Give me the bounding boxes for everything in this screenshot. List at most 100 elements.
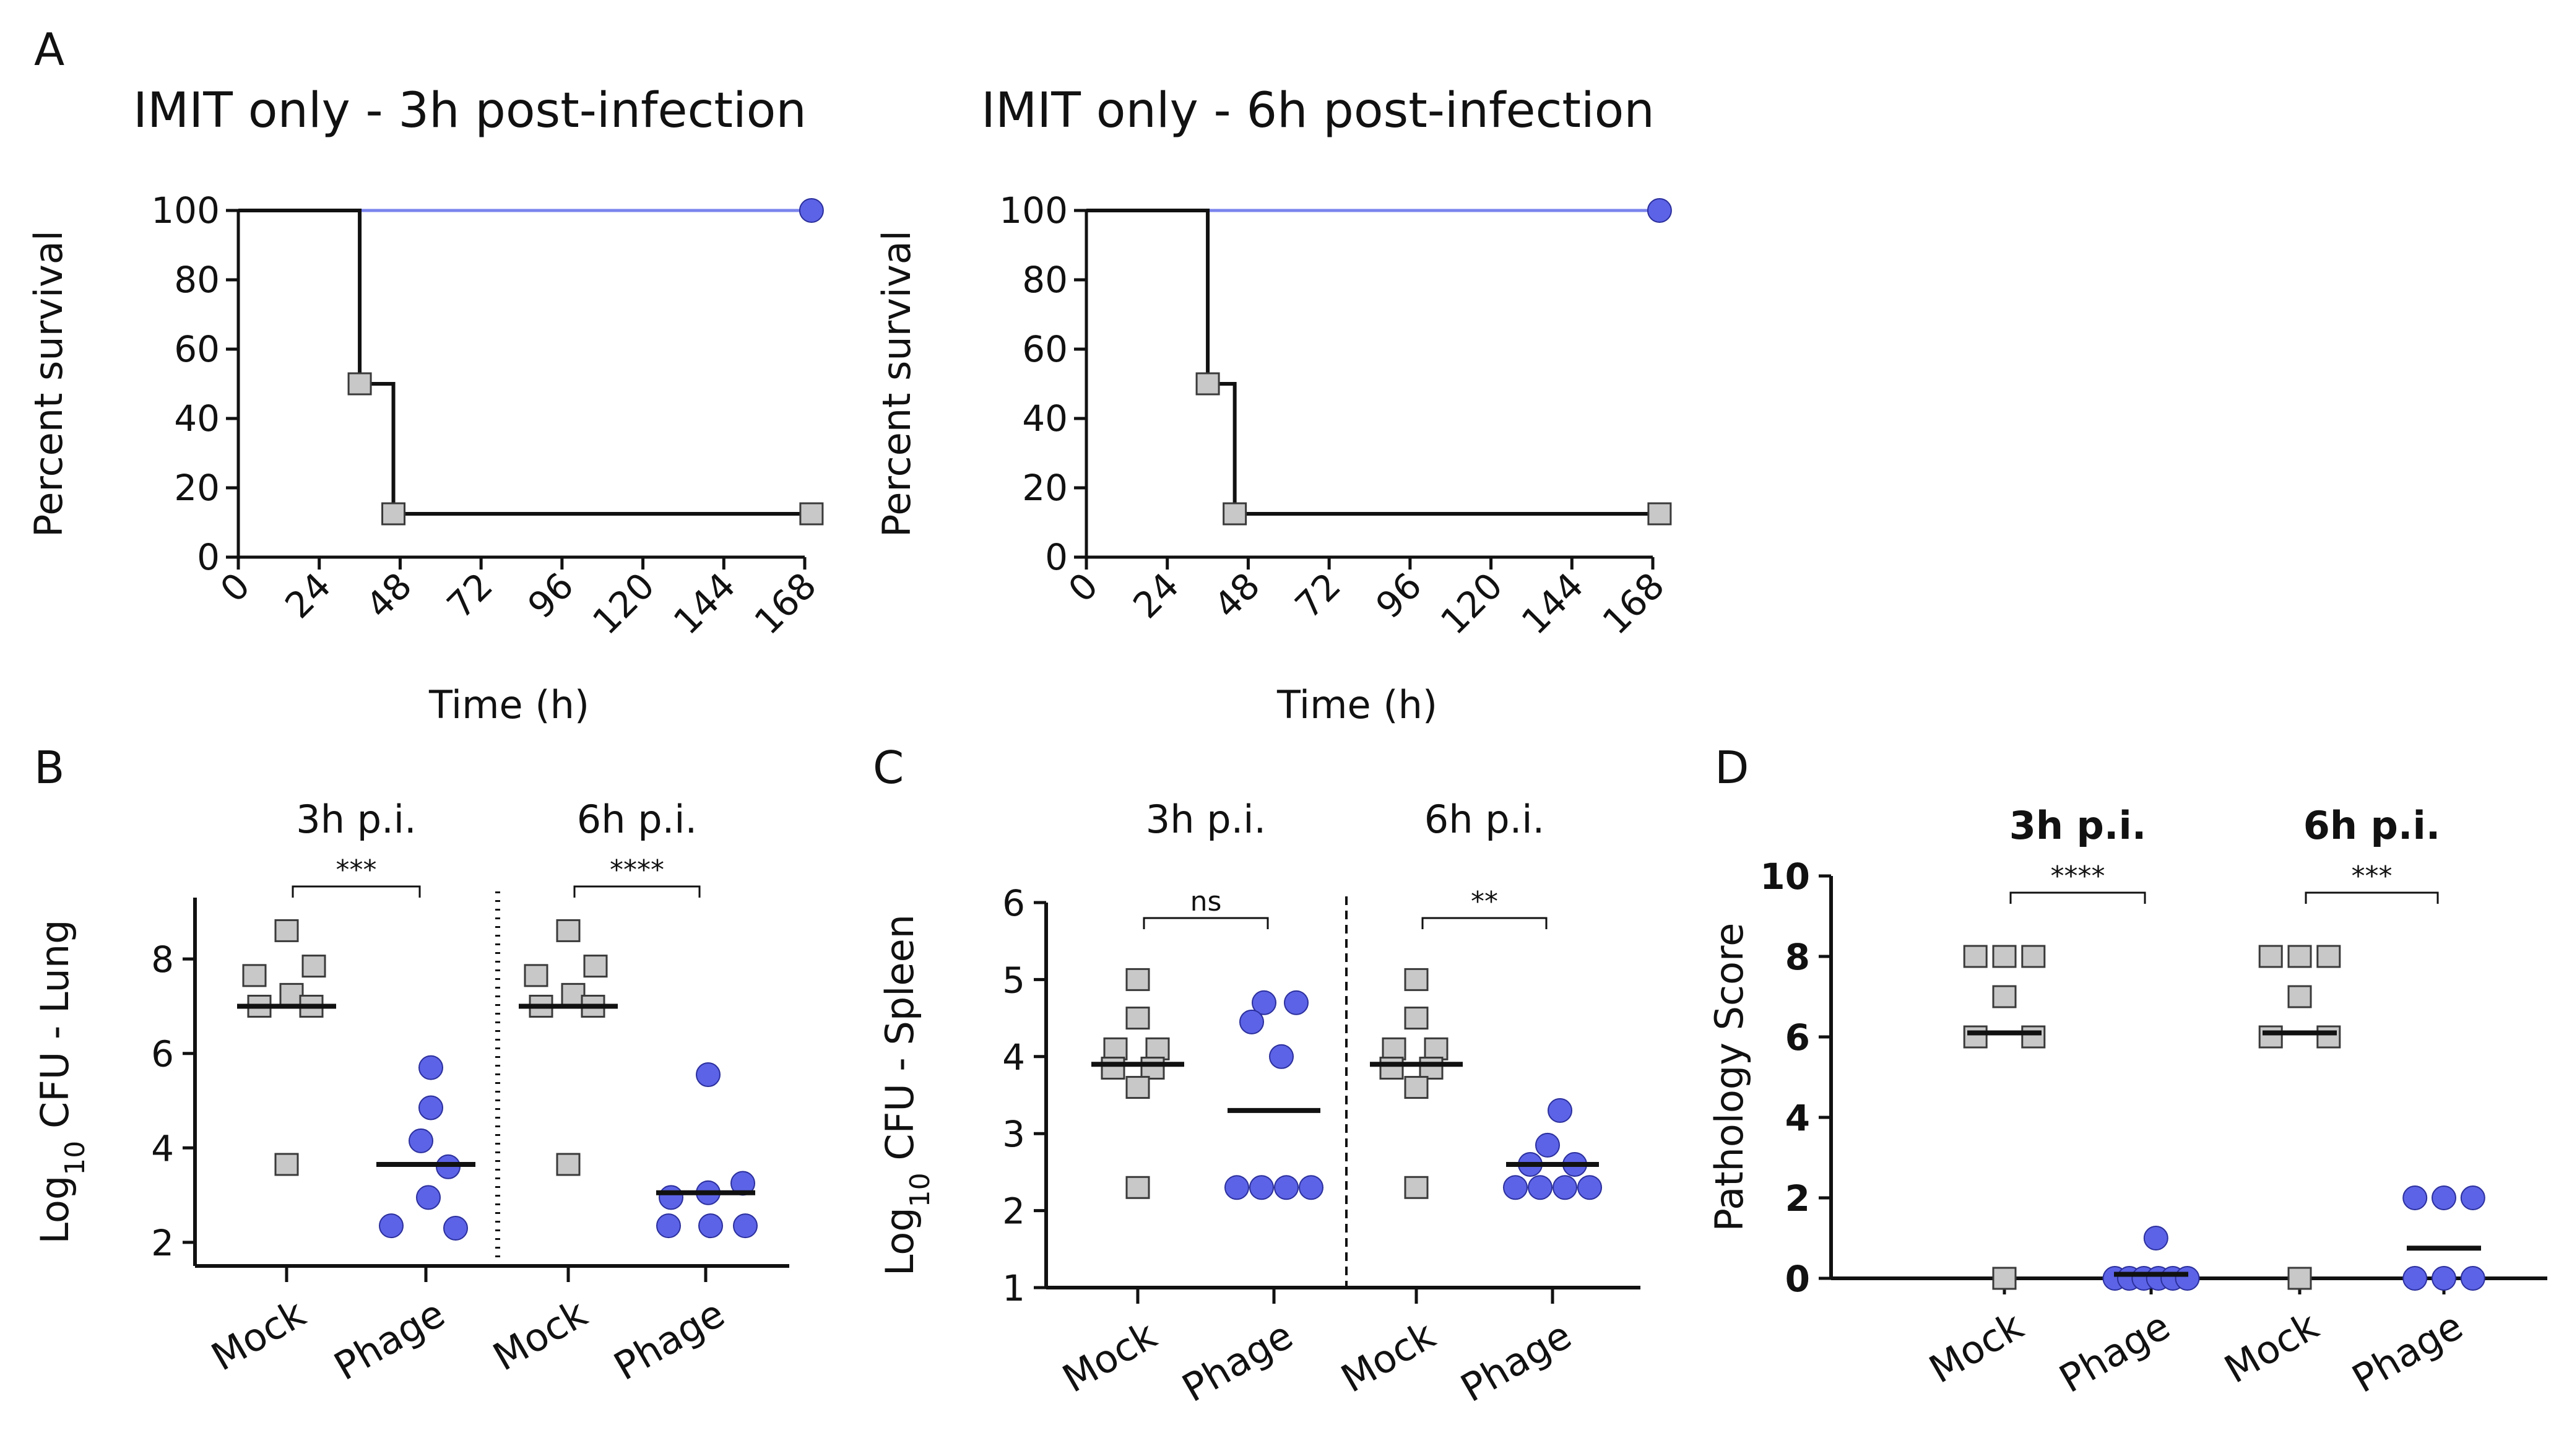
survival-line-mock [1086,209,1660,516]
censor-mark-phage [1647,198,1672,223]
y-axis-title: Log10 CFU - Lung [32,920,91,1244]
y-axis-title: Percent survival [874,230,919,537]
data-point-phage-6h [2432,1185,2456,1210]
group-label: 6h p.i. [1424,797,1544,842]
data-point-phage-6h [659,1185,683,1210]
data-point-mock-3h [1125,968,1150,991]
significance-bracket [2009,891,2146,904]
y-tick-label: 80 [174,259,220,301]
chart-c-spleen-cfu: 1 2 3 4 5 6 Log10 CFU - Spleen 3h p.i. 6h p.i. ns… [877,797,1640,1411]
data-point-phage-3h [416,1185,441,1210]
data-point-phage-6h [2432,1266,2456,1291]
data-point-mock-6h [1404,1007,1429,1030]
y-axis-title: Percent survival [26,230,71,537]
y-tick-label: 2 [151,1222,174,1264]
y-tick-label: 6 [151,1033,174,1075]
data-point-mock-3h [1992,1267,2017,1290]
panel-letter-a: A [34,24,64,76]
data-point-mock-6h [556,919,581,942]
data-point-mock-6h [556,1153,581,1176]
data-point-phage-3h [2175,1266,2200,1291]
data-point-mock-3h [1963,1025,1988,1049]
data-point-phage-6h [1503,1175,1528,1200]
data-point-phage-6h [1528,1175,1553,1200]
y-tick-label: 1 [1002,1267,1025,1309]
y-tick-label: 6 [1002,882,1025,924]
y-axis-title: Log10 CFU - Spleen [877,914,936,1276]
y-tick-label: 8 [151,938,174,981]
y-tick-label: 8 [1785,936,1810,978]
data-point-phage-6h [2402,1185,2428,1210]
data-point-mock-3h [2021,1025,2046,1049]
significance-label: *** [2352,860,2393,892]
data-point-mock-3h [274,1153,299,1176]
y-tick-label: 0 [1785,1258,1810,1300]
y-tick-label: 60 [1022,328,1068,370]
data-point-mock-6h [2316,1025,2341,1049]
significance-label: **** [2051,860,2105,892]
y-tick-label: 80 [1022,259,1068,301]
y-tick-label: 20 [174,467,220,509]
data-point-mock-3h [1125,1076,1150,1099]
significance-label: *** [336,854,377,886]
data-point-phage-6h [696,1062,721,1088]
data-point-phage-3h [1252,990,1276,1015]
data-point-phage-6h [1577,1175,1602,1200]
data-point-phage-6h [698,1213,723,1239]
significance-bracket [1143,917,1269,929]
data-point-mock-6h [1404,1076,1429,1099]
data-point-phage-3h [418,1095,443,1120]
significance-label: ** [1471,886,1498,917]
data-point-mock-6h [1424,1037,1449,1060]
y-tick-label: 60 [174,328,220,370]
data-point-phage-6h [2460,1185,2485,1210]
data-point-mock-3h [1992,945,2017,968]
y-axis-title-log: Log [877,1207,922,1276]
group-label: 3h p.i. [2009,803,2147,848]
data-point-phage-6h [1535,1132,1560,1158]
censor-mark-mock [1647,502,1672,526]
chart-title: IMIT only - 3h post-infection [133,83,807,139]
data-point-phage-3h [418,1055,443,1080]
data-point-mock-6h [2258,1025,2283,1049]
censor-mark-mock [1223,502,1247,526]
group-label: 6h p.i. [577,797,697,842]
data-point-mock-6h [1382,1037,1406,1060]
data-point-phage-6h [656,1213,681,1239]
data-point-mock-3h [301,955,326,978]
significance-bracket [292,885,421,898]
x-axis-title: Time (h) [428,682,589,727]
data-point-mock-6h [2316,945,2341,968]
survival-line-mock [238,209,812,516]
data-point-mock-6h [1379,1056,1404,1080]
censor-mark-mock [381,502,406,526]
data-point-phage-6h [2460,1266,2485,1291]
y-axis-title-rest: CFU - Spleen [877,914,922,1172]
y-tick-label: 2 [1002,1190,1025,1233]
y-axis-title-subscript: 10 [59,1141,91,1176]
y-tick-label: 3 [1002,1113,1025,1155]
data-point-mock-3h [274,919,299,942]
data-point-mock-3h [1101,1056,1125,1080]
y-tick-label: 0 [197,536,220,578]
data-point-mock-6h [524,964,548,987]
data-point-mock-6h [583,955,608,978]
data-point-phage-3h [1284,990,1309,1015]
y-tick-label: 40 [1022,397,1068,440]
data-point-phage-3h [409,1128,433,1153]
data-point-phage-3h [1269,1044,1294,1069]
data-point-phage-3h [443,1215,468,1241]
y-tick-label: 40 [174,397,220,440]
censor-mark-mock [1195,372,1220,396]
y-tick-label: 0 [1045,536,1068,578]
data-point-mock-3h [1125,1176,1150,1199]
data-point-mock-3h [1140,1056,1165,1080]
data-point-phage-6h [1548,1098,1572,1123]
data-point-mock-6h [2287,985,2312,1008]
data-point-mock-6h [2258,945,2283,968]
y-tick-label: 100 [151,189,220,232]
censor-mark-mock [347,372,372,396]
data-point-mock-6h [1404,968,1429,991]
data-point-phage-6h [2402,1266,2428,1291]
